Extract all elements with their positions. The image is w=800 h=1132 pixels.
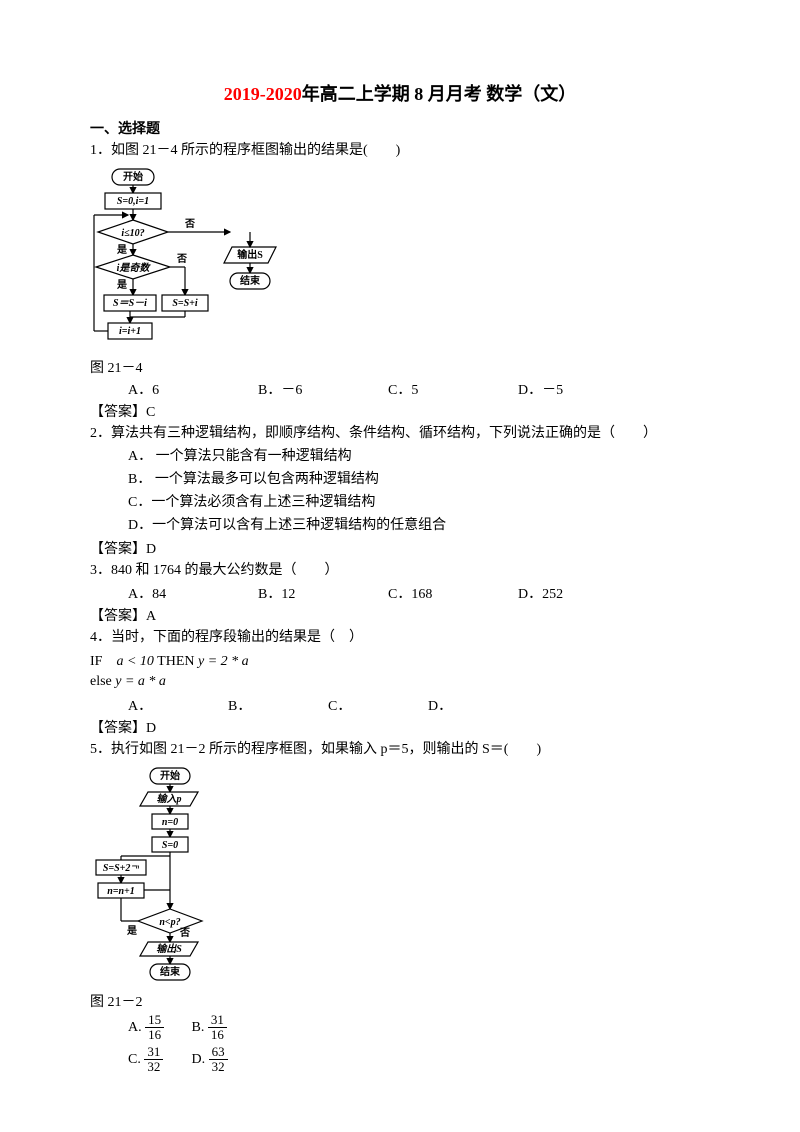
q4-opt-c: C． xyxy=(328,695,428,715)
q4-answer: 【答案】D xyxy=(90,717,710,737)
q4-code-line1: IF a < 10 THEN y = 2 * a xyxy=(90,652,710,672)
section-1-header: 一、选择题 xyxy=(90,118,710,138)
svg-text:是: 是 xyxy=(126,925,137,937)
svg-text:i是奇数: i是奇数 xyxy=(117,262,152,274)
svg-text:n=0: n=0 xyxy=(162,817,178,828)
svg-text:S=0,i=1: S=0,i=1 xyxy=(117,196,149,207)
q1-opt-c: C．5 xyxy=(388,379,518,399)
svg-text:结束: 结束 xyxy=(240,274,261,287)
svg-text:结束: 结束 xyxy=(160,965,181,978)
svg-text:S=S+2⁻ⁿ: S=S+2⁻ⁿ xyxy=(103,863,140,874)
svg-text:S=S+i: S=S+i xyxy=(172,298,198,309)
q4-text: 4．当时，下面的程序段输出的结果是（ ） xyxy=(90,627,710,648)
q4-options: A． B． C． D． xyxy=(90,695,710,715)
svg-text:输入p: 输入p xyxy=(157,793,182,805)
q5-opt-c: C. 3132 xyxy=(128,1045,188,1075)
q1-answer: 【答案】C xyxy=(90,401,710,421)
svg-text:n=n+1: n=n+1 xyxy=(107,886,135,897)
q1-caption: 图 21－4 xyxy=(90,357,710,377)
q5-flowchart: 开始 输入p n=0 S=0 S=S+2⁻ⁿ n=n+1 xyxy=(90,764,710,989)
q2-opt-a: A． 一个算法只能含有一种逻辑结构 xyxy=(90,446,710,467)
q2-text: 2．算法共有三种逻辑结构，即顺序结构、条件结构、循环结构，下列说法正确的是（ ） xyxy=(90,423,710,444)
q3-opt-a: A．84 xyxy=(128,583,258,603)
svg-text:输出S: 输出S xyxy=(237,248,263,261)
svg-text:是: 是 xyxy=(116,244,127,256)
title-rest: 年高二上学期 8 月月考 数学（文） xyxy=(302,84,577,104)
svg-text:开始: 开始 xyxy=(160,769,180,782)
svg-text:输出S: 输出S xyxy=(156,943,182,955)
q4-opt-a: A． xyxy=(128,695,228,715)
q3-answer: 【答案】A xyxy=(90,605,710,625)
svg-text:S=0: S=0 xyxy=(162,840,178,851)
q5-opt-a: A. 1516 xyxy=(128,1013,188,1043)
title-year: 2019-2020 xyxy=(224,84,302,104)
q3-text: 3．840 和 1764 的最大公约数是（ ） xyxy=(90,560,710,581)
q5-options-row1: A. 1516 B. 3116 xyxy=(90,1013,710,1043)
q2-opt-b: B． 一个算法最多可以包含两种逻辑结构 xyxy=(90,469,710,490)
q4-opt-d: D． xyxy=(428,695,528,715)
q5-options-row2: C. 3132 D. 6332 xyxy=(90,1045,710,1075)
q5-text: 5．执行如图 21－2 所示的程序框图，如果输入 p＝5，则输出的 S＝( ) xyxy=(90,739,710,760)
q4-code-line2: else y = a * a xyxy=(90,672,710,692)
page-title: 2019-2020年高二上学期 8 月月考 数学（文） xyxy=(90,80,710,106)
q1-opt-b: B．－6 xyxy=(258,379,388,399)
svg-text:S＝S－i: S＝S－i xyxy=(113,298,147,309)
q5-opt-b: B. 3116 xyxy=(192,1013,252,1043)
q1-opt-d: D．－5 xyxy=(518,379,648,399)
q1-options: A．6 B．－6 C．5 D．－5 xyxy=(90,379,710,399)
q2-opt-d: D．一个算法可以含有上述三种逻辑结构的任意组合 xyxy=(90,515,710,536)
q4-code: IF a < 10 THEN y = 2 * a else y = a * a xyxy=(90,652,710,691)
q4-opt-b: B． xyxy=(228,695,328,715)
q5-opt-d: D. 6332 xyxy=(192,1045,252,1075)
svg-text:是: 是 xyxy=(116,279,127,291)
svg-text:否: 否 xyxy=(176,253,187,265)
q3-opt-b: B．12 xyxy=(258,583,388,603)
q3-opt-c: C．168 xyxy=(388,583,518,603)
q2-answer: 【答案】D xyxy=(90,538,710,558)
svg-text:开始: 开始 xyxy=(123,170,143,183)
q3-opt-d: D．252 xyxy=(518,583,648,603)
svg-text:n<p?: n<p? xyxy=(159,917,180,928)
q1-flowchart: 开始 S=0,i=1 i≤10? 否 输出S 结束 xyxy=(90,165,710,355)
svg-text:i=i+1: i=i+1 xyxy=(119,326,141,337)
svg-text:否: 否 xyxy=(179,927,190,939)
q5-caption: 图 21－2 xyxy=(90,991,710,1011)
q1-opt-a: A．6 xyxy=(128,379,258,399)
q2-opt-c: C．一个算法必须含有上述三种逻辑结构 xyxy=(90,492,710,513)
svg-text:i≤10?: i≤10? xyxy=(121,228,144,239)
q1-text: 1．如图 21－4 所示的程序框图输出的结果是( ) xyxy=(90,140,710,161)
q3-options: A．84 B．12 C．168 D．252 xyxy=(90,583,710,603)
document-page: 2019-2020年高二上学期 8 月月考 数学（文） 一、选择题 1．如图 2… xyxy=(0,0,800,1132)
svg-text:否: 否 xyxy=(184,218,195,230)
